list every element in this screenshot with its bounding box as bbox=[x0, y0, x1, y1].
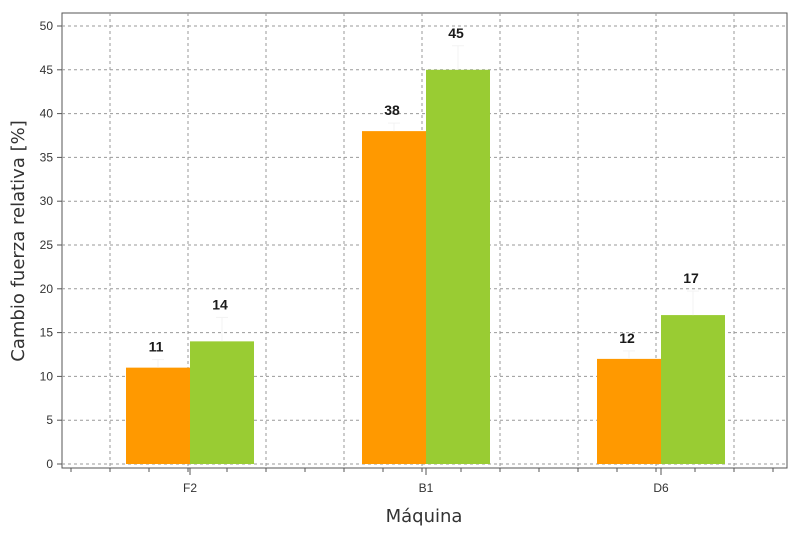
bar bbox=[190, 341, 254, 464]
x-axis-title: Máquina bbox=[386, 506, 463, 527]
y-tick-label: 30 bbox=[40, 194, 54, 208]
bar bbox=[597, 358, 661, 464]
x-axis-ticks: F2 B1 D6 bbox=[70, 468, 774, 495]
x-tick-label: F2 bbox=[183, 481, 197, 495]
x-tick-label: D6 bbox=[653, 481, 669, 495]
y-tick-label: 0 bbox=[46, 457, 53, 471]
y-tick-label: 40 bbox=[40, 107, 54, 121]
data-label: 12 bbox=[619, 330, 635, 346]
bar bbox=[126, 367, 190, 464]
data-label: 11 bbox=[149, 339, 164, 355]
x-tick-label: B1 bbox=[419, 481, 434, 495]
data-labels: 11 38 12 14 45 17 bbox=[149, 25, 699, 355]
y-axis-ticks: 0 5 10 15 20 25 30 35 40 45 50 bbox=[40, 19, 62, 471]
y-tick-label: 45 bbox=[40, 63, 54, 77]
y-tick-label: 25 bbox=[40, 238, 54, 252]
data-label: 38 bbox=[384, 102, 400, 118]
bars bbox=[126, 45, 725, 465]
bar bbox=[362, 131, 426, 464]
y-tick-label: 15 bbox=[40, 326, 54, 340]
data-label: 14 bbox=[212, 296, 228, 312]
y-tick-label: 20 bbox=[40, 282, 54, 296]
bar bbox=[426, 69, 490, 465]
y-tick-label: 35 bbox=[40, 150, 54, 164]
y-tick-label: 10 bbox=[40, 369, 54, 383]
y-axis-title: Cambio fuerza relativa [%] bbox=[8, 120, 29, 361]
y-tick-label: 5 bbox=[46, 413, 53, 427]
data-label: 17 bbox=[683, 270, 699, 286]
y-tick-label: 50 bbox=[40, 19, 54, 33]
data-label: 45 bbox=[448, 25, 464, 41]
bar bbox=[661, 315, 725, 464]
